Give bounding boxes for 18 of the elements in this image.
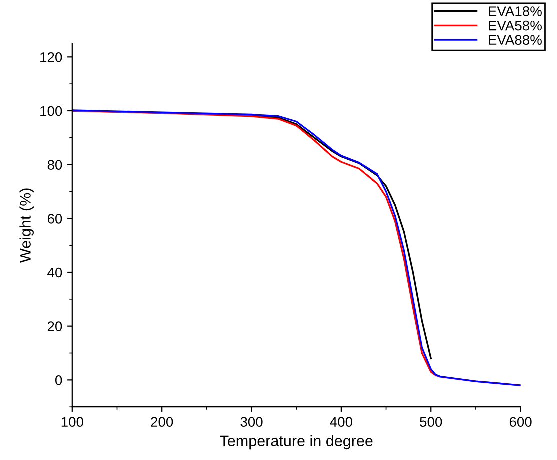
y-tick-label: 40 xyxy=(48,268,62,278)
legend-label: EVA58% xyxy=(489,20,542,31)
y-tick-label: 100 xyxy=(40,106,62,116)
y-tick-label: 120 xyxy=(40,52,62,62)
x-tick-label: 400 xyxy=(330,417,352,428)
legend-label: EVA88% xyxy=(489,35,542,46)
y-tick-label: 0 xyxy=(56,376,62,386)
y-tick-label: 80 xyxy=(48,160,62,170)
legend-label: EVA18% xyxy=(489,6,542,16)
x-tick-label: 600 xyxy=(510,417,532,428)
x-tick-label: 100 xyxy=(62,417,84,428)
x-tick-label: 200 xyxy=(151,417,174,428)
x-tick-label: 300 xyxy=(240,417,263,428)
y-tick-label: 20 xyxy=(48,322,62,332)
y-tick-label: 60 xyxy=(48,214,62,224)
x-axis-title: Temperature in degree xyxy=(220,435,373,450)
y-axis-title: Weight (%) xyxy=(20,188,34,263)
x-tick-label: 500 xyxy=(420,417,442,428)
